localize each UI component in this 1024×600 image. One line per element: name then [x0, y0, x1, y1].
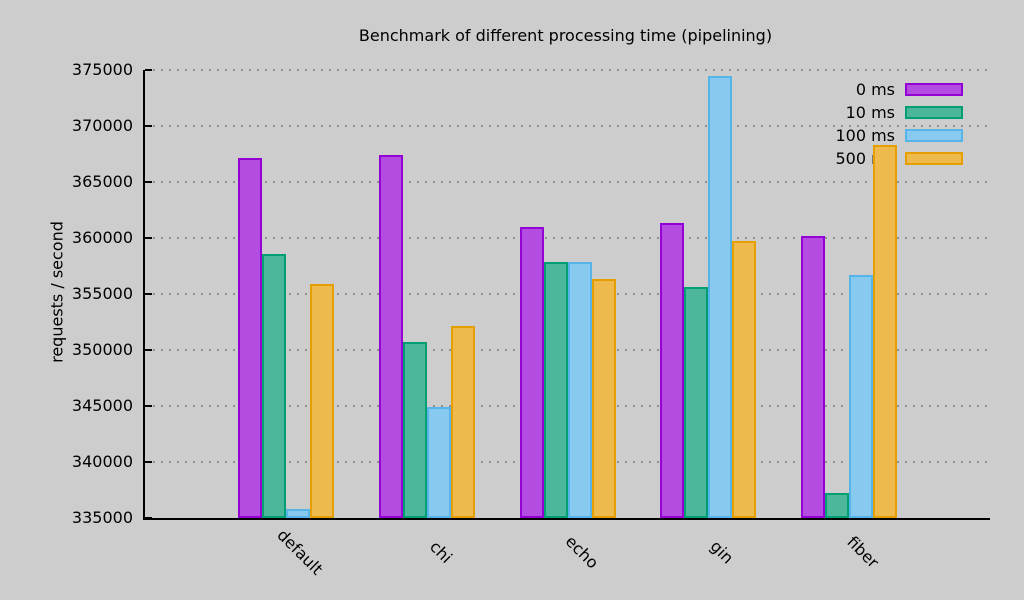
- bar-chi-100ms: [426, 407, 451, 518]
- bar-echo-100ms: [567, 261, 592, 518]
- gridline: [145, 69, 990, 71]
- legend-entry: 100 ms: [835, 124, 963, 147]
- y-tick-label: 355000: [71, 284, 133, 303]
- y-axis-tick: [145, 125, 152, 127]
- y-axis-tick: [145, 349, 152, 351]
- bar-fiber-500ms: [873, 145, 898, 518]
- bar-echo-500ms: [591, 279, 616, 518]
- bar-gin-0ms: [660, 223, 685, 518]
- plot-area: 335000 340000 345000 350000 355000 360000 3650…: [72, 60, 990, 579]
- bar-gin-100ms: [708, 75, 733, 518]
- category-label-echo: echo: [561, 531, 602, 573]
- category-label-chi: chi: [425, 537, 456, 567]
- y-tick-label: 365000: [71, 172, 133, 191]
- bar-default-100ms: [285, 509, 310, 518]
- y-tick-label: 360000: [71, 228, 133, 247]
- y-tick-label: 340000: [71, 452, 133, 471]
- legend-swatch: [905, 129, 963, 142]
- y-axis-tick: [145, 517, 152, 519]
- bar-fiber-0ms: [801, 235, 826, 518]
- bar-chi-0ms: [378, 155, 403, 518]
- legend-label: 10 ms: [845, 103, 895, 122]
- bar-default-10ms: [261, 253, 286, 518]
- y-axis-tick: [145, 461, 152, 463]
- legend: 0 ms 10 ms 100 ms 500 ms: [835, 78, 963, 170]
- gridline: [145, 125, 990, 127]
- gridline: [145, 237, 990, 239]
- category-label-fiber: fiber: [843, 532, 883, 572]
- bar-echo-10ms: [543, 261, 568, 518]
- bar-gin-500ms: [732, 241, 757, 518]
- y-axis-tick: [145, 181, 152, 183]
- y-tick-label: 335000: [71, 508, 133, 527]
- legend-label: 0 ms: [855, 80, 895, 99]
- legend-swatch: [905, 83, 963, 96]
- y-axis-tick: [145, 293, 152, 295]
- category-label-default: default: [273, 525, 327, 579]
- gridline: [145, 181, 990, 183]
- y-tick-label: 345000: [71, 396, 133, 415]
- bar-chi-500ms: [450, 326, 475, 518]
- category-label-gin: gin: [706, 536, 738, 568]
- bar-default-0ms: [237, 158, 262, 518]
- y-axis-tick: [145, 237, 152, 239]
- legend-swatch: [905, 152, 963, 165]
- legend-swatch: [905, 106, 963, 119]
- bar-fiber-10ms: [825, 493, 850, 518]
- bar-default-500ms: [309, 283, 334, 518]
- y-tick-label: 375000: [71, 60, 133, 79]
- y-tick-label: 370000: [71, 116, 133, 135]
- legend-label: 100 ms: [835, 126, 895, 145]
- y-axis-tick: [145, 69, 152, 71]
- bar-fiber-100ms: [849, 274, 874, 518]
- bar-chi-10ms: [402, 342, 427, 518]
- y-tick-label: 350000: [71, 340, 133, 359]
- bar-gin-10ms: [684, 287, 709, 518]
- legend-entry: 10 ms: [835, 101, 963, 124]
- bar-echo-0ms: [519, 226, 544, 518]
- y-axis-tick: [145, 405, 152, 407]
- chart-title: Benchmark of different processing time (…: [358, 26, 773, 45]
- legend-entry: 0 ms: [835, 78, 963, 101]
